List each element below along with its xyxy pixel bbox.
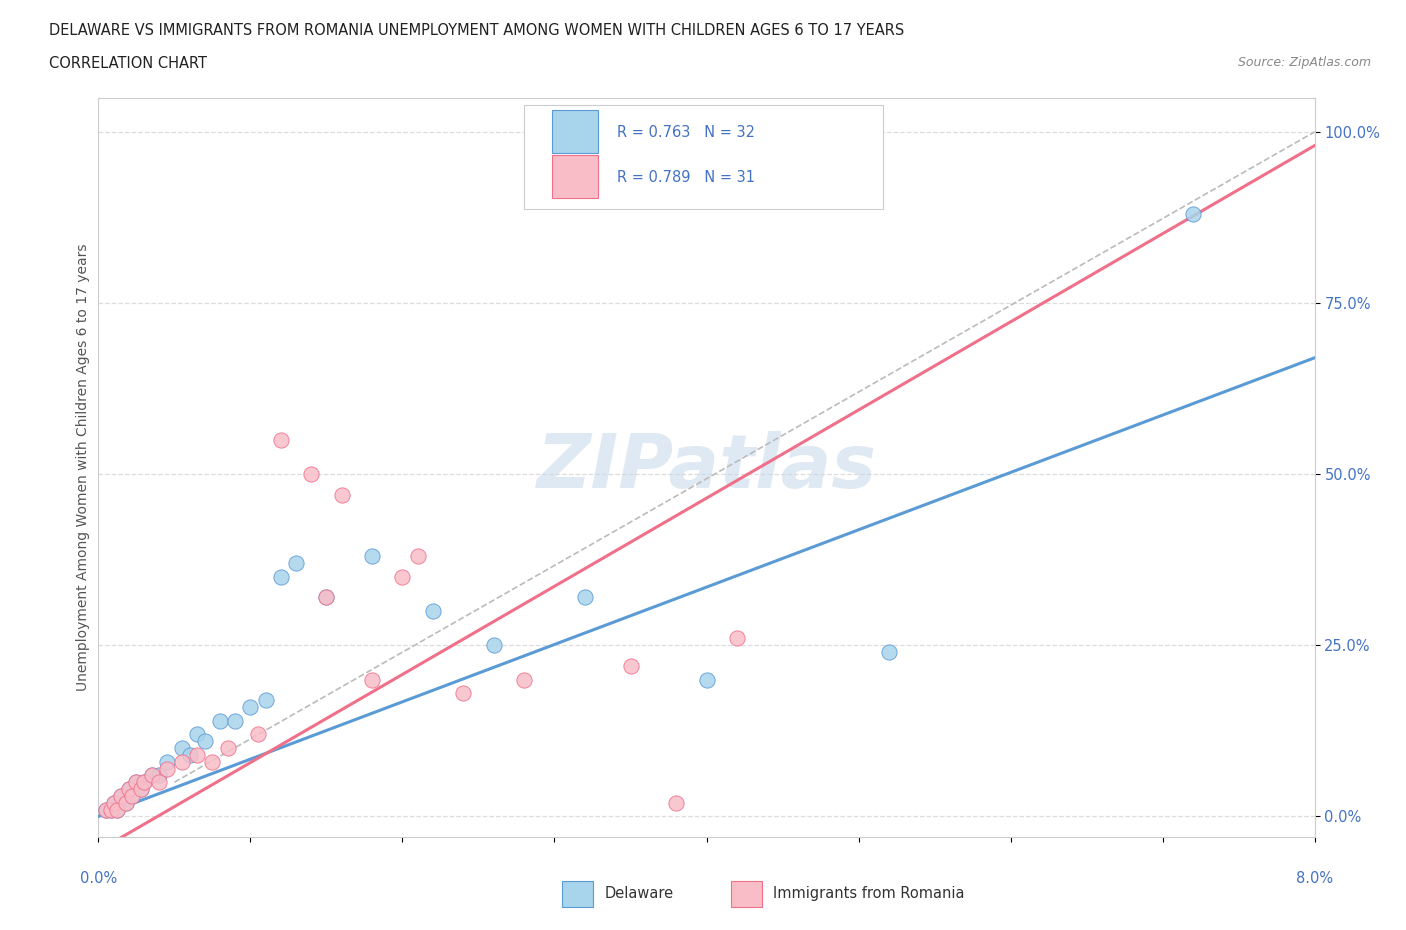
Point [315,590,337,604]
Point [513,672,536,687]
Point [270,569,292,584]
Point [574,590,596,604]
Point [141,768,163,783]
Point [186,727,208,742]
Point [179,748,201,763]
Text: DELAWARE VS IMMIGRANTS FROM ROMANIA UNEMPLOYMENT AMONG WOMEN WITH CHILDREN AGES : DELAWARE VS IMMIGRANTS FROM ROMANIA UNEM… [49,23,904,38]
Point [406,549,429,564]
Point [118,781,141,796]
Point [725,631,748,646]
Point [315,590,337,604]
Point [105,803,128,817]
Point [156,761,179,776]
Point [619,658,641,673]
Point [100,803,122,817]
Text: R = 0.763   N = 32: R = 0.763 N = 32 [616,125,755,140]
Point [254,693,277,708]
FancyBboxPatch shape [524,105,883,208]
Point [105,803,128,817]
Text: 0.0%: 0.0% [80,871,117,886]
Text: ZIPatlas: ZIPatlas [537,431,876,504]
Point [125,775,148,790]
Point [94,803,117,817]
Point [239,699,262,714]
Point [194,734,217,749]
Point [170,754,193,769]
Point [209,713,232,728]
Point [361,549,384,564]
Point [361,672,384,687]
FancyBboxPatch shape [553,155,599,198]
Point [100,803,122,817]
Text: Delaware: Delaware [605,886,673,901]
Point [103,795,125,810]
Point [156,754,179,769]
Point [118,781,141,796]
Point [270,432,292,447]
Point [217,740,239,755]
Point [132,775,155,790]
Point [103,795,125,810]
Point [482,638,505,653]
Point [877,644,900,659]
Point [391,569,413,584]
Point [1182,206,1205,221]
Point [132,775,155,790]
Point [422,604,444,618]
Point [696,672,718,687]
Point [94,803,117,817]
Point [170,740,193,755]
Point [299,467,322,482]
Point [665,795,688,810]
Point [148,775,170,790]
Point [141,768,163,783]
Point [201,754,224,769]
Point [114,795,136,810]
Point [453,685,475,700]
Text: Immigrants from Romania: Immigrants from Romania [773,886,965,901]
Point [125,775,148,790]
Point [285,556,308,571]
Y-axis label: Unemployment Among Women with Children Ages 6 to 17 years: Unemployment Among Women with Children A… [76,244,90,691]
Text: Source: ZipAtlas.com: Source: ZipAtlas.com [1237,56,1371,69]
Text: 8.0%: 8.0% [1296,871,1333,886]
Point [224,713,246,728]
Text: CORRELATION CHART: CORRELATION CHART [49,56,207,71]
Point [114,795,136,810]
Point [148,768,170,783]
Point [121,789,143,804]
Point [129,781,152,796]
Point [247,727,270,742]
Point [330,487,353,502]
Point [186,748,208,763]
Text: R = 0.789   N = 31: R = 0.789 N = 31 [616,170,755,185]
Point [129,781,152,796]
Point [110,789,132,804]
FancyBboxPatch shape [553,110,599,153]
Point [121,789,143,804]
Point [110,789,132,804]
